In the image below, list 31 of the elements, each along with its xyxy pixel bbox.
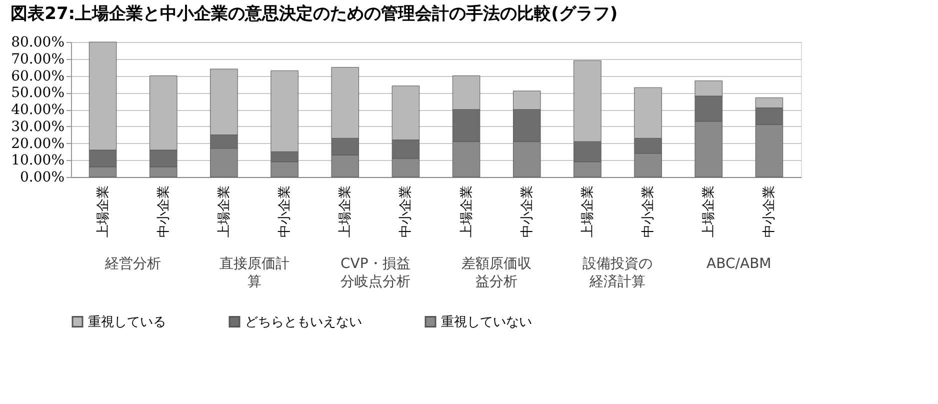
x-tick-label: 中小企業 <box>520 186 535 238</box>
y-tick-label: 70.00% <box>11 51 64 68</box>
x-tick-label: 中小企業 <box>641 186 656 238</box>
y-tick-label: 30.00% <box>11 118 64 135</box>
legend-label: 重視していない <box>441 314 532 330</box>
x-tick-label: 中小企業 <box>156 186 172 238</box>
text: CVP・損益分岐点分析 <box>340 256 410 290</box>
text: 設備投資の経済計算 <box>582 256 653 290</box>
y-tick-label: 50.00% <box>11 85 64 102</box>
y-tick-label: 60.00% <box>11 68 64 84</box>
x-tick-label: 中小企業 <box>398 186 414 238</box>
y-tick-label: 0.00% <box>20 170 64 186</box>
text: ABC/ABM <box>706 256 772 272</box>
legend-label: どちらともいえない <box>245 314 362 330</box>
legend-label: 重視している <box>88 314 166 330</box>
text: 差額原価収益分析 <box>462 256 532 290</box>
x-tick-label: 上場企業 <box>702 186 717 238</box>
chart-title: 図表27:上場企業と中小企業の意思決定のための管理会計の手法の比較(グラフ) <box>10 4 618 24</box>
x-tick-label: 上場企業 <box>459 186 474 238</box>
y-tick-label: 80.00% <box>11 34 64 50</box>
text: 経営分析 <box>104 256 162 272</box>
y-tick-label: 40.00% <box>11 102 64 118</box>
y-tick-label: 10.00% <box>11 152 64 169</box>
x-tick-label: 上場企業 <box>96 186 111 238</box>
x-tick-label: 中小企業 <box>762 186 778 238</box>
y-tick-label: 20.00% <box>11 136 64 152</box>
x-tick-label: 上場企業 <box>338 186 354 238</box>
x-tick-label: 上場企業 <box>580 186 596 238</box>
x-tick-label: 上場企業 <box>216 186 232 238</box>
x-tick-label: 中小企業 <box>278 186 293 238</box>
text: 直接原価計算 <box>219 256 290 290</box>
